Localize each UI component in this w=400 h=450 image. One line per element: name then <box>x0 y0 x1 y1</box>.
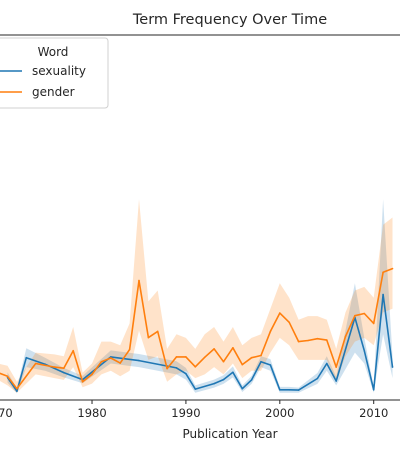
sexuality-data-point <box>194 388 197 390</box>
gender-data-point <box>203 356 206 359</box>
sexuality-data-point <box>16 390 18 393</box>
x-tick-label: 1970 <box>0 406 13 420</box>
x-tick-label: 1980 <box>77 406 106 420</box>
gender-data-point <box>222 360 225 363</box>
gender-data-point <box>34 362 37 365</box>
confidence-bands <box>0 199 393 394</box>
gender-data-point <box>91 373 93 376</box>
gender-data-point <box>166 367 168 370</box>
x-tick-label: 1990 <box>171 406 200 420</box>
sexuality-data-point <box>269 364 272 366</box>
gender-data-point <box>241 363 244 366</box>
sexuality-data-point <box>25 356 28 359</box>
gender-data-point <box>344 335 347 338</box>
x-tick-label: 2000 <box>265 406 294 420</box>
gender-data-point <box>213 348 215 350</box>
gender-data-point <box>185 356 187 358</box>
sexuality-data-point <box>326 362 328 365</box>
gender-data-point <box>81 381 84 383</box>
sexuality-data-point <box>288 389 291 391</box>
gender-data-point <box>391 267 394 270</box>
x-axis-label: Publication Year <box>182 427 277 441</box>
gender-data-point <box>250 356 253 359</box>
x-ticks: 1970 1980 1990 2000 2010 <box>0 400 388 420</box>
gender-data-point <box>147 336 150 339</box>
sexuality-data-point <box>138 359 140 362</box>
gender-data-point <box>372 322 375 325</box>
legend-label-gender: gender <box>32 85 75 99</box>
gender-data-point <box>63 367 65 370</box>
legend-entries: sexuality gender <box>0 64 86 99</box>
gender-data-point <box>279 312 281 314</box>
sexuality-data-point <box>297 389 300 391</box>
gender-data-point <box>119 362 121 364</box>
gender-data-point <box>382 271 384 274</box>
gender-data-point <box>194 366 197 368</box>
legend: Word sexuality gender <box>0 37 109 109</box>
gender-data-point <box>297 340 300 343</box>
legend-box <box>0 37 109 109</box>
gender-data-point <box>175 356 178 358</box>
gender-data-point <box>72 349 74 352</box>
gender-data-point <box>138 279 140 282</box>
gender-data-point <box>260 354 262 357</box>
gender-data-point <box>363 312 366 315</box>
sexuality-data-point <box>250 379 253 381</box>
sexuality-data-point <box>391 366 394 368</box>
sexuality-data-point <box>372 389 375 391</box>
sexuality-data-point <box>382 293 384 296</box>
gender-data-point <box>354 314 356 317</box>
x-tick-label: 2010 <box>359 406 388 420</box>
sexuality-data-point <box>185 372 187 375</box>
axes <box>0 34 400 401</box>
sexuality-data-point <box>363 349 366 352</box>
series-lines <box>0 267 394 393</box>
sexuality-data-point <box>241 387 244 390</box>
chart-title: Term Frequency Over Time <box>132 12 327 28</box>
sexuality-data-point <box>175 367 178 369</box>
gender-data-point <box>335 366 338 368</box>
gender-data-point <box>128 348 131 351</box>
legend-title: Word <box>38 45 69 59</box>
legend-label-sexuality: sexuality <box>32 64 86 78</box>
gender-data-point <box>6 375 9 378</box>
gender-data-point <box>316 337 319 340</box>
sexuality-data-point <box>222 378 225 381</box>
gender-data-point <box>232 347 234 349</box>
gender-data-point <box>156 330 159 333</box>
gender-data-point <box>307 339 309 342</box>
sexuality-data-point <box>63 371 65 374</box>
sexuality-data-point <box>335 380 338 382</box>
sexuality-data-point <box>260 360 262 363</box>
gender-data-point <box>110 357 112 359</box>
sexuality-data-point <box>213 382 215 385</box>
sexuality-data-point <box>279 389 281 391</box>
gender-data-point <box>100 360 103 363</box>
gender-confidence-band <box>0 199 393 393</box>
sexuality-data-point <box>316 377 319 380</box>
gender-data-point <box>16 387 18 390</box>
gender-data-point <box>288 321 291 324</box>
sexuality-data-point <box>232 371 234 374</box>
gender-data-point <box>326 339 328 341</box>
gender-data-point <box>269 330 272 333</box>
gender-data-point <box>53 366 56 368</box>
